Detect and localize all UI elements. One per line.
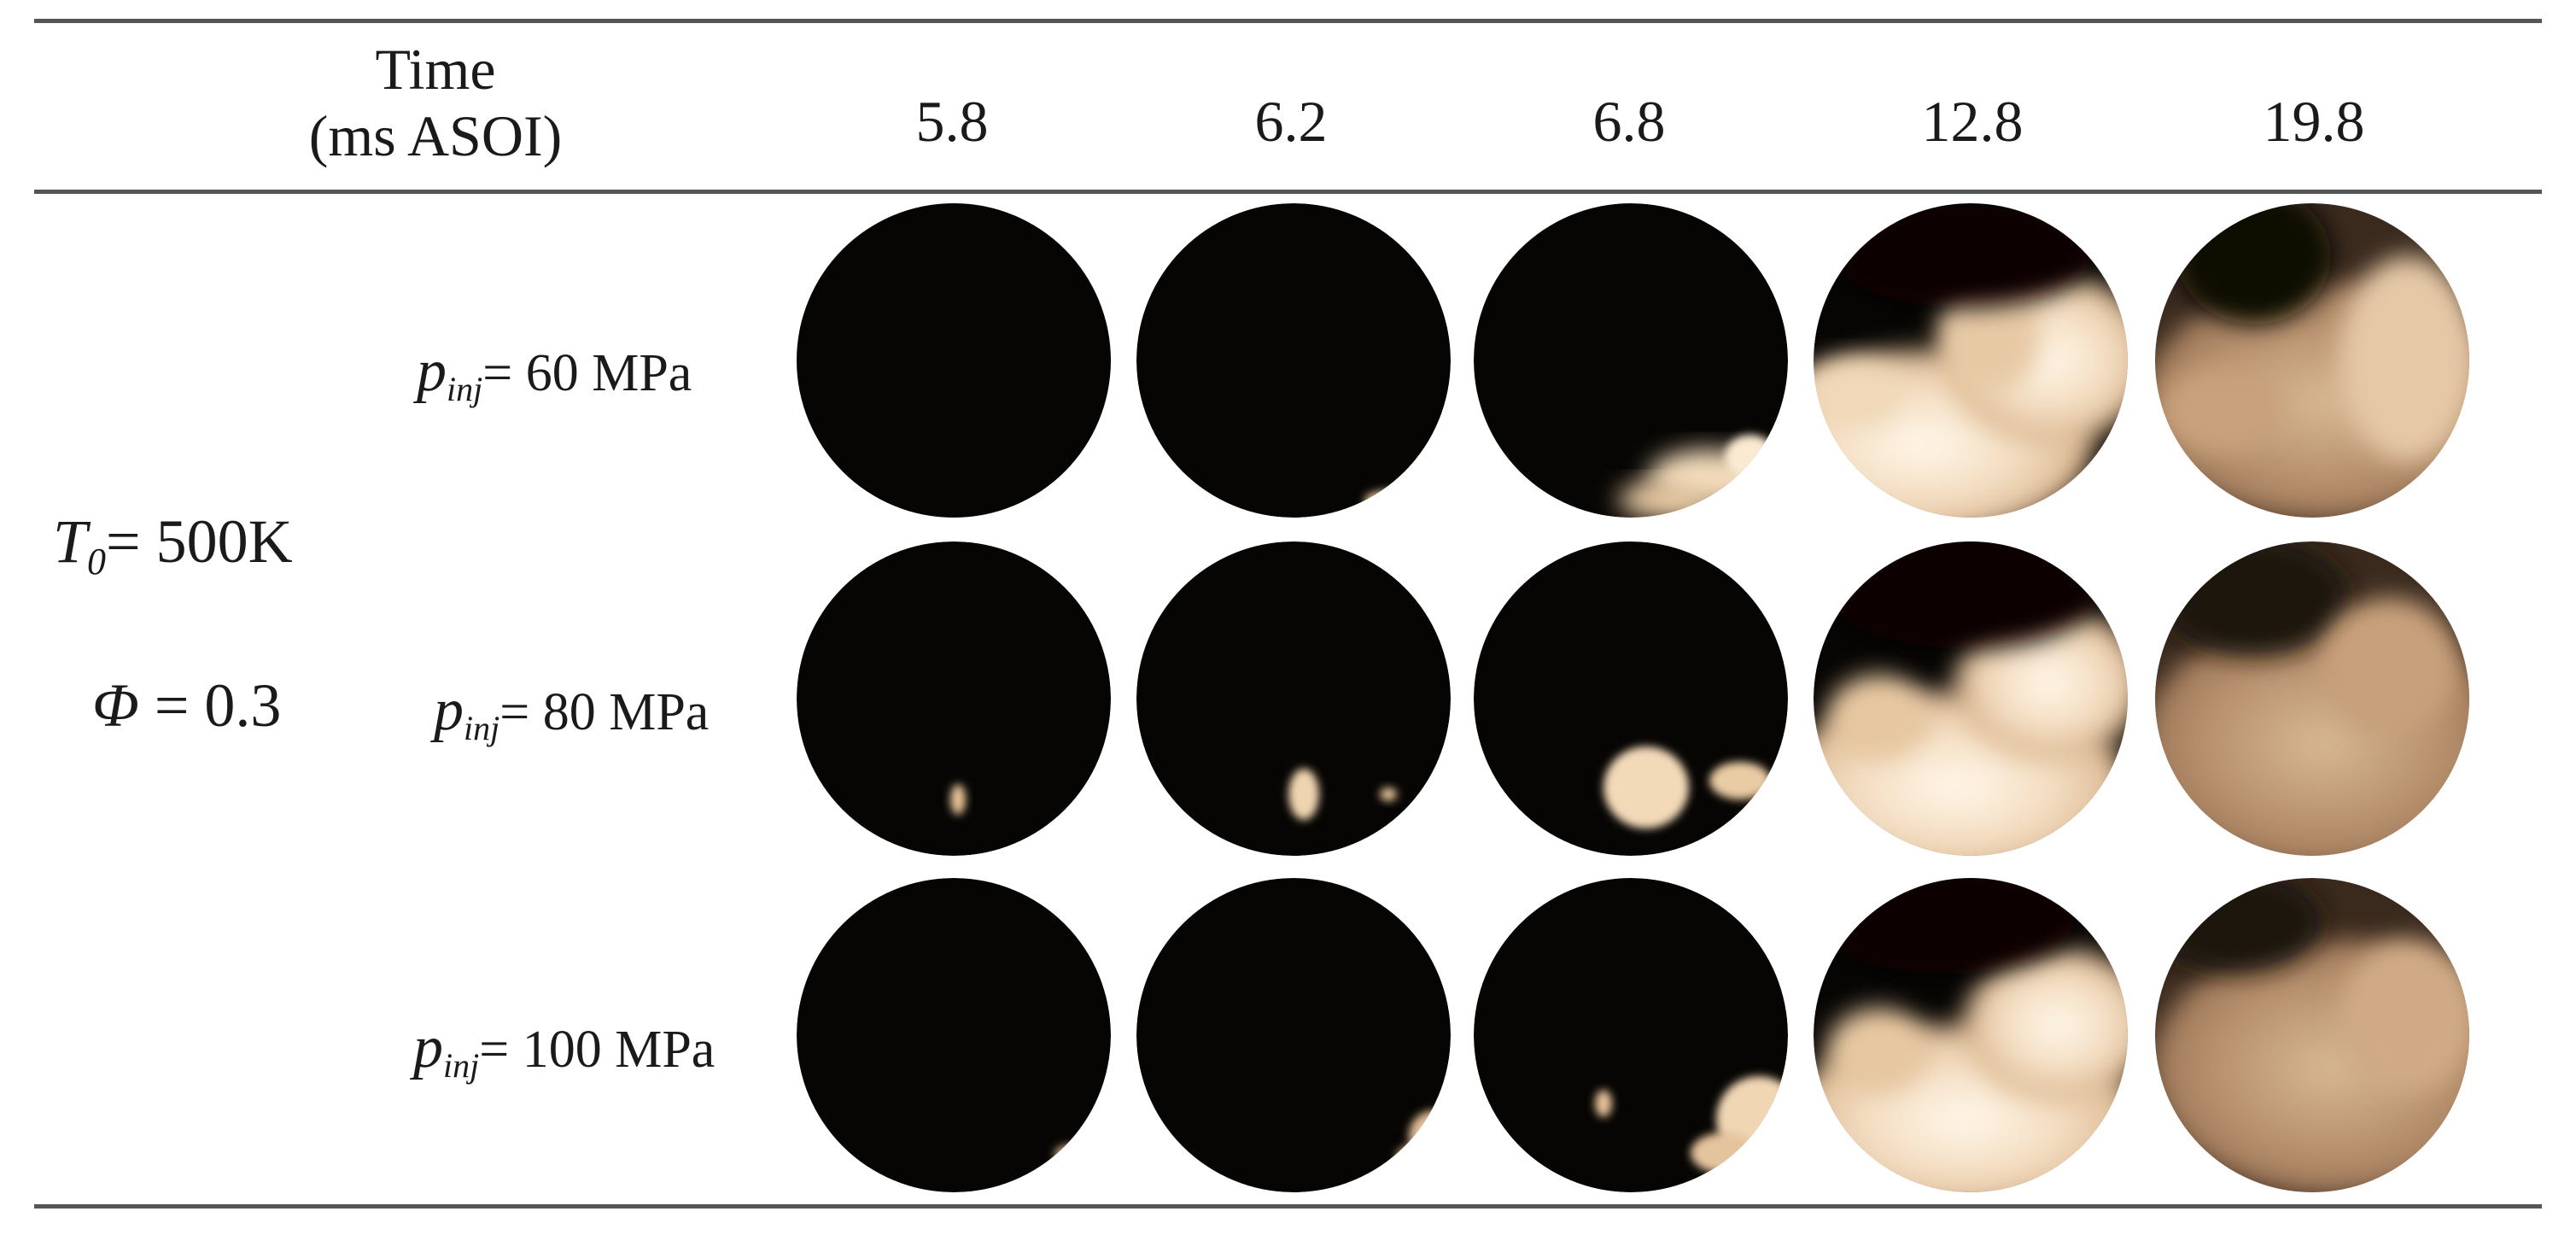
p-subscript: inj [447, 370, 483, 408]
p-value: = 100 MPa [479, 1021, 716, 1079]
phi-value: = 0.3 [138, 671, 282, 740]
top-rule [34, 19, 2542, 23]
time-col-3: 6.8 [1592, 89, 1666, 154]
frame-100mpa-19-8ms [2155, 878, 2469, 1192]
frame-80mpa-12-8ms [1814, 541, 2128, 856]
time-header: Time (ms ASOI) [231, 36, 640, 169]
time-col-5: 19.8 [2263, 89, 2365, 154]
frame-60mpa-6-2ms [1136, 203, 1451, 518]
time-header-line2: (ms ASOI) [308, 103, 563, 169]
frame-80mpa-19-8ms [2155, 541, 2469, 856]
frame-60mpa-12-8ms [1814, 203, 2128, 518]
time-col-2: 6.2 [1254, 89, 1328, 154]
frame-60mpa-5-8ms [797, 203, 1111, 518]
frame-100mpa-5-8ms [797, 878, 1111, 1192]
frame-80mpa-5-8ms [797, 541, 1111, 856]
frame-80mpa-6-8ms [1474, 541, 1788, 856]
p-subscript: inj [464, 709, 500, 747]
p-symbol: p [434, 677, 464, 743]
frame-100mpa-6-8ms [1474, 878, 1788, 1192]
t0-symbol: T [53, 507, 88, 576]
row-label-60mpa: pinj= 60 MPa [417, 342, 692, 407]
row-label-100mpa: pinj= 100 MPa [413, 1018, 715, 1083]
time-col-1: 5.8 [915, 89, 989, 154]
frame-60mpa-19-8ms [2155, 203, 2469, 518]
t0-condition: T0= 500K [53, 511, 293, 581]
p-value: = 80 MPa [499, 683, 710, 741]
t0-subscript: 0 [87, 541, 107, 582]
bottom-rule [34, 1204, 2542, 1209]
frame-60mpa-6-8ms [1474, 203, 1788, 518]
phi-symbol: Φ [92, 671, 139, 740]
time-header-line1: Time [375, 37, 496, 102]
header-rule [34, 190, 2542, 194]
p-subscript: inj [443, 1046, 480, 1085]
phi-condition: Φ = 0.3 [92, 675, 281, 736]
frame-100mpa-12-8ms [1814, 878, 2128, 1192]
frame-80mpa-6-2ms [1136, 541, 1451, 856]
p-value: = 60 MPa [482, 344, 692, 402]
row-label-80mpa: pinj= 80 MPa [434, 681, 709, 746]
time-col-4: 12.8 [1921, 89, 2024, 154]
p-symbol: p [417, 338, 447, 404]
frame-100mpa-6-2ms [1136, 878, 1451, 1192]
p-symbol: p [413, 1015, 443, 1080]
t0-value: = 500K [106, 507, 293, 576]
